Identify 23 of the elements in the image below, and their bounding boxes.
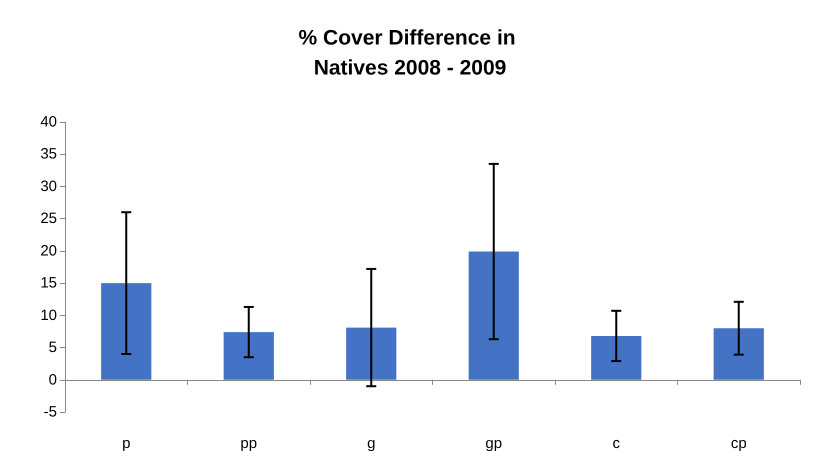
x-tick-label: c — [612, 435, 620, 451]
y-tick-label: 20 — [40, 242, 57, 260]
y-tick-label: 35 — [40, 146, 57, 163]
bar — [101, 283, 152, 380]
bar — [468, 252, 519, 380]
y-tick-label: 5 — [48, 339, 57, 356]
y-tick-label: -5 — [44, 404, 57, 420]
x-tick-label: cp — [730, 435, 747, 451]
y-tick-label: 30 — [40, 178, 57, 195]
x-tick-label: gp — [485, 435, 502, 451]
y-tick-label: 0 — [48, 371, 57, 388]
x-tick-label: p — [122, 435, 130, 451]
chart-title: % Cover Difference in Natives 2008 - 2009 — [298, 26, 522, 80]
bar — [714, 328, 764, 380]
bar — [346, 328, 396, 380]
x-tick-label: pp — [240, 435, 258, 451]
y-tick-label: 40 — [40, 114, 57, 130]
bar — [591, 336, 642, 380]
y-tick-label: 25 — [40, 210, 57, 228]
y-tick-label: 15 — [40, 274, 57, 292]
bar — [224, 332, 274, 380]
y-tick-label: 10 — [40, 306, 57, 324]
x-tick-label: g — [367, 435, 376, 451]
